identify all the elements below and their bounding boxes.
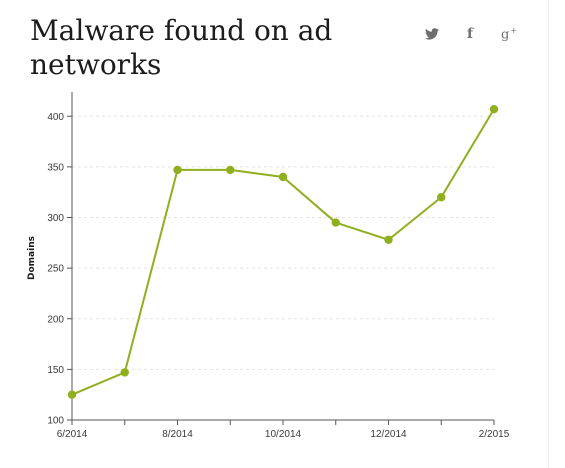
google-plus-icon: g+ [501, 26, 517, 42]
series-line [71, 108, 495, 396]
data-point [120, 368, 129, 377]
series [67, 104, 499, 399]
y-tick-label: 200 [47, 314, 64, 325]
google-plus-share-button[interactable]: g+ [496, 24, 522, 44]
google-plus-icon-plus: + [510, 25, 518, 35]
x-tick-label: 10/2014 [265, 429, 302, 440]
data-point [67, 390, 77, 399]
data-point [226, 165, 235, 175]
y-tick-label: 250 [47, 264, 64, 275]
chart-card: Malware found on ad networks f g+ 100 150… [27, 14, 522, 440]
axes: 100 150 200 250 300 350 400 6/2014 8/2014 10/2014… [27, 92, 510, 440]
x-tick-label: 8/2014 [162, 429, 193, 440]
data-point [437, 193, 446, 202]
y-tick-label: 300 [47, 213, 64, 224]
x-tick-label: 2/2015 [479, 429, 510, 440]
facebook-share-button[interactable]: f [457, 24, 483, 44]
y-tick-label: 350 [47, 162, 64, 173]
line-chart: 100 150 200 250 300 350 400 6/2014 8/2014 10/2014… [27, 92, 510, 440]
twitter-icon [425, 28, 439, 40]
gridlines [72, 115, 494, 370]
data-point [331, 218, 340, 227]
chart-title: Malware found on ad networks [30, 14, 333, 81]
x-tick-label: 6/2014 [57, 429, 88, 440]
y-axis-label: Domains [27, 236, 37, 280]
page-divider [548, 0, 549, 468]
twitter-share-button[interactable] [419, 24, 445, 44]
google-plus-icon-letter: g [500, 27, 510, 43]
data-point [384, 235, 393, 244]
y-tick-label: 100 [47, 416, 64, 427]
y-tick-label: 400 [47, 112, 64, 123]
y-tick-label: 150 [47, 365, 64, 376]
x-tick-label: 12/2014 [370, 429, 407, 440]
data-point [173, 165, 182, 175]
data-point [278, 172, 288, 182]
facebook-icon: f [466, 26, 474, 42]
data-point [489, 104, 499, 114]
